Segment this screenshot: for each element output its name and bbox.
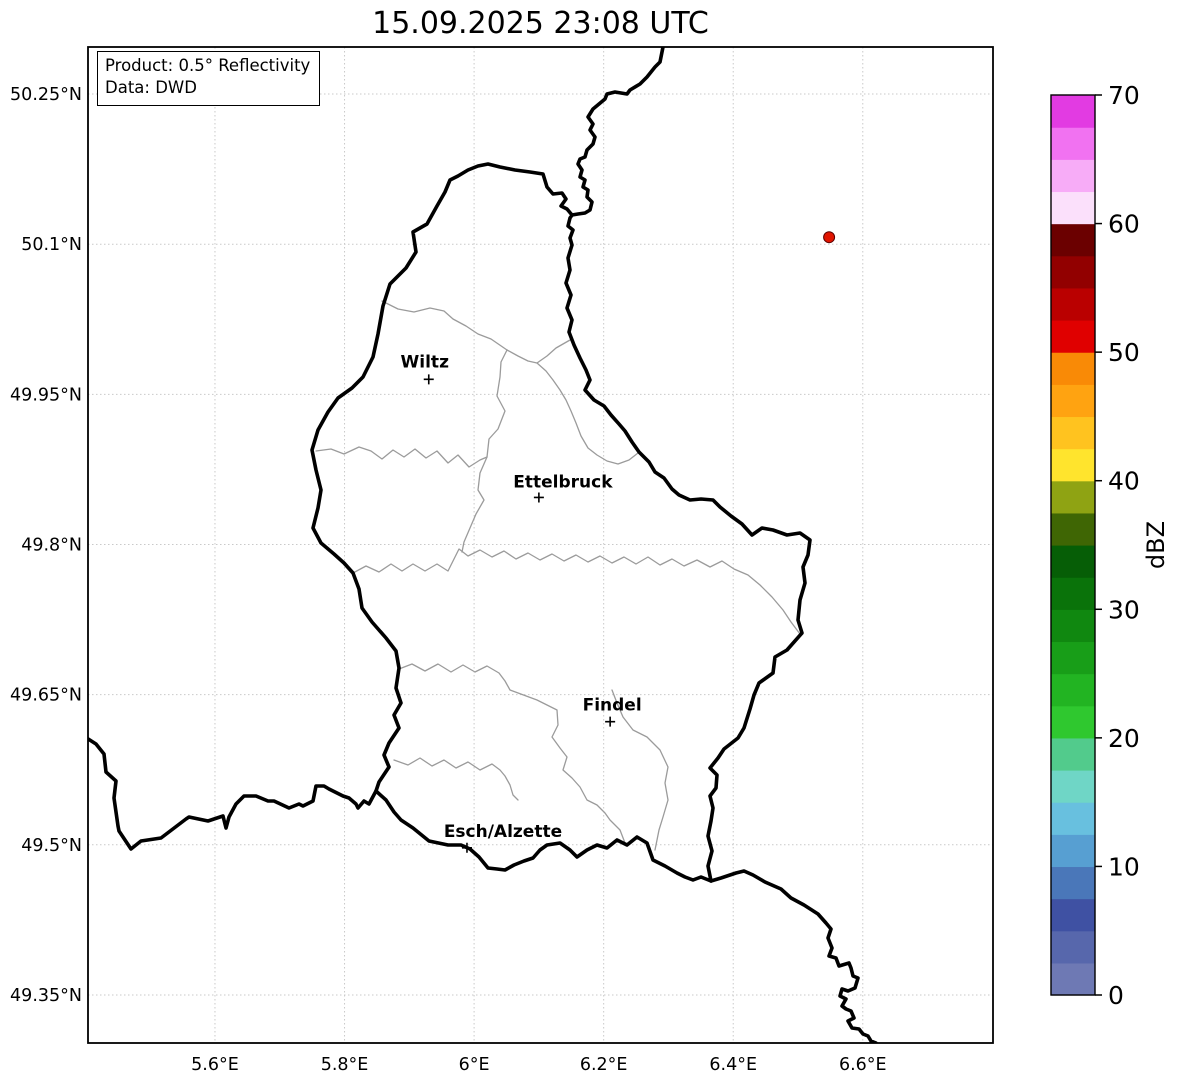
- colorbar-segment: [1051, 320, 1095, 353]
- info-box-data-line: Data: DWD: [105, 78, 197, 98]
- colorbar-segment: [1051, 191, 1095, 225]
- axes-frame: [87, 46, 994, 1044]
- colorbar-segment: [1051, 223, 1095, 257]
- city-label: Ettelbruck: [513, 472, 613, 492]
- colorbar-frame: [1050, 94, 1096, 996]
- y-axis-tick-labels: 50.25°N 50.1°N 49.95°N 49.8°N 49.65°N 49.5°N 4…: [10, 85, 82, 1006]
- germany-belgium-border-path: [570, 47, 665, 217]
- district-border-path: [611, 689, 669, 851]
- y-tick-label: 50.25°N: [10, 85, 82, 105]
- radar-echo-dot: [823, 231, 836, 244]
- figure-title: 15.09.2025 23:08 UTC: [372, 6, 709, 41]
- colorbar-segment: [1051, 512, 1095, 546]
- city-marker-icon: [533, 492, 544, 503]
- colorbar-axis-label: dBZ: [1142, 521, 1170, 569]
- colorbar: 0 10 20 30 40 50 60 70 dBZ: [1050, 81, 1170, 1010]
- x-tick-label: 6.2°E: [580, 1055, 628, 1075]
- colorbar-tick-label: 0: [1108, 981, 1124, 1010]
- colorbar-tick-label: 50: [1108, 338, 1140, 367]
- info-box-product-line: Product: 0.5° Reflectivity: [105, 56, 311, 75]
- x-tick-label: 5.8°E: [321, 1055, 369, 1075]
- info-box: Product: 0.5° Reflectivity Data: DWD: [97, 51, 321, 106]
- y-tick-label: 49.95°N: [10, 385, 82, 405]
- colorbar-segment: [1051, 705, 1095, 739]
- colorbar-segment: [1051, 384, 1095, 418]
- colorbar-segment: [1051, 159, 1095, 193]
- y-tick-label: 49.65°N: [10, 686, 82, 706]
- colorbar-segment: [1051, 480, 1095, 514]
- colorbar-segment: [1051, 834, 1095, 868]
- x-tick-label: 6°E: [459, 1055, 490, 1075]
- district-borders: [315, 300, 801, 851]
- district-border-path: [352, 548, 801, 635]
- colorbar-segment: [1051, 416, 1095, 450]
- city-marker-icon: [605, 716, 616, 727]
- colorbar-segment: [1051, 737, 1095, 771]
- colorbar-segment: [1051, 287, 1095, 321]
- colorbar-tick-label: 20: [1108, 724, 1140, 753]
- colorbar-tick-label: 40: [1108, 467, 1140, 496]
- city-annotations: Wiltz Ettelbruck Findel Esch/Alzette: [401, 352, 642, 853]
- district-border-path: [398, 663, 626, 844]
- district-border-path: [393, 757, 519, 801]
- colorbar-segment: [1051, 898, 1095, 932]
- colorbar-segment: [1051, 352, 1095, 385]
- colorbar-segment: [1051, 545, 1095, 578]
- y-tick-label: 49.8°N: [21, 535, 82, 555]
- colorbar-tick-label: 60: [1108, 210, 1140, 239]
- city-label: Esch/Alzette: [444, 822, 562, 842]
- colorbar-segment: [1051, 95, 1095, 128]
- y-tick-label: 49.5°N: [21, 836, 82, 856]
- colorbar-segment: [1051, 930, 1095, 964]
- country-borders: [88, 47, 878, 1043]
- city-label: Findel: [583, 696, 642, 716]
- city-marker-icon: [423, 374, 434, 385]
- colorbar-segment: [1051, 577, 1095, 610]
- district-border-path: [381, 300, 508, 351]
- colorbar-segment: [1051, 673, 1095, 707]
- y-tick-label: 50.1°N: [21, 235, 82, 255]
- colorbar-segment: [1051, 255, 1095, 289]
- y-tick-label: 49.35°N: [10, 986, 82, 1006]
- luxembourg-border-path: [310, 162, 812, 883]
- x-axis-tick-labels: 5.6°E 5.8°E 6°E 6.2°E 6.4°E 6.6°E: [191, 1055, 886, 1075]
- colorbar-segment: [1051, 866, 1095, 900]
- colorbar-segment: [1051, 641, 1095, 675]
- city-label: Wiltz: [401, 352, 450, 372]
- x-tick-label: 5.6°E: [191, 1055, 239, 1075]
- colorbar-segment: [1051, 962, 1095, 996]
- city-marker-icon: [461, 842, 472, 853]
- colorbar-tick-label: 10: [1108, 852, 1140, 881]
- colorbar-segment: [1051, 127, 1095, 160]
- colorbar-tick-label: 30: [1108, 595, 1140, 624]
- colorbar-tick-label: 70: [1108, 81, 1140, 110]
- grid-lines: [88, 47, 993, 1043]
- colorbar-segment: [1051, 802, 1095, 835]
- radar-echo-layer: [823, 231, 836, 244]
- colorbar-segment: [1051, 448, 1095, 482]
- district-border-path: [506, 349, 639, 465]
- colorbar-segment: [1051, 770, 1095, 803]
- district-border-path: [315, 446, 488, 468]
- x-tick-label: 6.4°E: [709, 1055, 757, 1075]
- x-tick-label: 6.6°E: [839, 1055, 887, 1075]
- colorbar-segment: [1051, 609, 1095, 643]
- france-belgium-border-path: [88, 736, 378, 851]
- district-border-path: [461, 349, 508, 553]
- district-border-path: [536, 339, 571, 364]
- france-germany-border-path: [709, 869, 878, 1043]
